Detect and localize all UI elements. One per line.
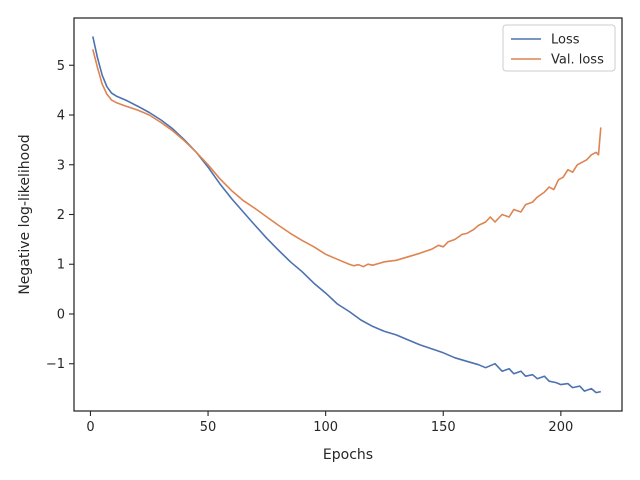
y-axis: −1 0 1 2 3 4 5 <box>46 59 74 372</box>
y-tick-label: 3 <box>57 158 65 173</box>
x-tick-label: 100 <box>313 420 338 435</box>
axes-frame <box>73 17 623 412</box>
y-tick-label: −1 <box>46 357 65 372</box>
legend-label-loss: Loss <box>551 33 580 48</box>
x-tick-label: 200 <box>548 420 573 435</box>
y-axis-label: Negative log-likelihood <box>17 134 33 294</box>
x-axis-label: Epochs <box>323 447 373 463</box>
series-line-val-loss <box>92 49 602 268</box>
x-tick-label: 0 <box>86 420 94 435</box>
legend: Loss Val. loss <box>502 24 616 72</box>
y-tick-label: 5 <box>57 59 65 74</box>
y-tick-label: 4 <box>57 109 65 124</box>
series-line-loss <box>92 36 601 394</box>
y-tick-label: 0 <box>57 307 65 322</box>
y-tick-label: 1 <box>57 258 65 273</box>
x-axis: 0 50 100 150 200 <box>86 411 573 435</box>
y-tick-label: 2 <box>57 208 65 223</box>
legend-label-val-loss: Val. loss <box>551 53 604 68</box>
x-tick-label: 50 <box>200 420 217 435</box>
series-layer <box>92 36 602 394</box>
x-tick-label: 150 <box>431 420 456 435</box>
